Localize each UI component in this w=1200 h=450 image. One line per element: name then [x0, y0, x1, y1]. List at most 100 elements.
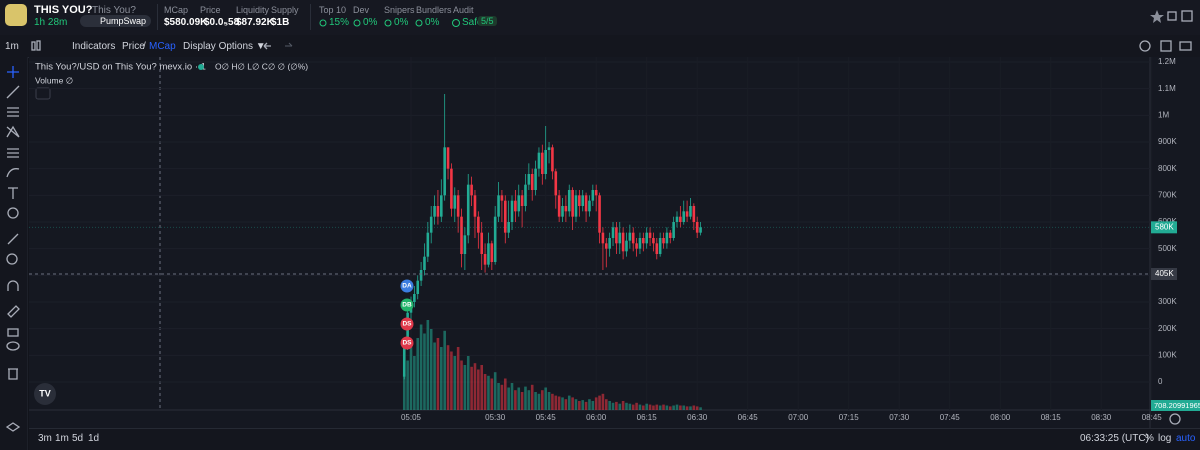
- tv-logo[interactable]: [34, 383, 56, 405]
- candle-body: [544, 150, 547, 174]
- volume-bar: [618, 403, 622, 410]
- volume-bar: [429, 329, 433, 410]
- range-button[interactable]: 1m: [55, 433, 69, 444]
- tv-logo-text: TV: [39, 388, 51, 398]
- y-tick-label: 100K: [1158, 350, 1177, 359]
- icon[interactable]: [31, 41, 36, 51]
- x-tick-label: 06:30: [687, 413, 708, 422]
- stat-label: Liquidity: [236, 5, 270, 15]
- trash-tool[interactable]: [8, 368, 18, 380]
- range-button[interactable]: 1d: [88, 433, 100, 444]
- measure-tool[interactable]: [7, 148, 19, 158]
- lock-draw-tool[interactable]: [7, 305, 20, 318]
- collapse-button[interactable]: [35, 87, 51, 100]
- volume-bar: [423, 333, 426, 410]
- toolbar-bg: [0, 57, 28, 450]
- volume-bar: [520, 392, 524, 410]
- percent-toggle[interactable]: %: [1145, 433, 1154, 444]
- undo-icon[interactable]: [263, 42, 271, 50]
- redo-icon[interactable]: [285, 42, 293, 47]
- ruler-tool[interactable]: [7, 233, 19, 245]
- magnet-tool[interactable]: [7, 280, 19, 291]
- candle-body: [463, 235, 467, 254]
- candle-body: [608, 238, 611, 249]
- volume-bar: [537, 393, 541, 410]
- separator: /: [143, 41, 146, 52]
- candle-body: [530, 174, 534, 190]
- volume-bar: [685, 406, 689, 410]
- range-button[interactable]: 5d: [72, 433, 84, 444]
- icon[interactable]: [1179, 41, 1192, 51]
- header-actions[interactable]: [1150, 8, 1195, 24]
- last-price-label: 580K: [1155, 222, 1174, 231]
- cross-tool[interactable]: [7, 66, 19, 78]
- volume-bar: [699, 407, 702, 410]
- candle-body: [514, 200, 517, 212]
- candle-body: [578, 195, 581, 206]
- icon: [319, 19, 327, 27]
- audit-label: Top 10: [319, 5, 347, 15]
- pattern-tool[interactable]: [6, 125, 20, 138]
- candle-body: [648, 232, 652, 238]
- icon[interactable]: [1160, 40, 1172, 52]
- y-tick-label: 700K: [1158, 190, 1177, 199]
- fib-tool[interactable]: [7, 107, 19, 117]
- volume-bar: [416, 338, 420, 410]
- layers-tool[interactable]: [5, 422, 21, 432]
- auto-toggle[interactable]: auto: [1176, 433, 1196, 444]
- trade-marker: [400, 336, 414, 350]
- volume-bar: [534, 392, 537, 410]
- candle-body: [483, 254, 487, 265]
- interval-button[interactable]: 1m: [5, 41, 19, 52]
- volume-bar: [433, 342, 436, 410]
- volume-label: 708.20991965: [1154, 401, 1200, 410]
- volume-bar: [517, 387, 521, 410]
- mcap-toggle[interactable]: MCap: [149, 41, 176, 52]
- price-toggle[interactable]: Price: [122, 41, 145, 52]
- chart-type-icon[interactable]: [28, 38, 58, 54]
- candle-body: [510, 200, 514, 222]
- range-button[interactable]: 3m: [38, 433, 52, 444]
- header-icons: [319, 19, 460, 27]
- volume-bar: [551, 393, 554, 410]
- volume-bar: [594, 397, 598, 410]
- emoji-tool[interactable]: [7, 207, 19, 219]
- candle-body: [446, 147, 450, 169]
- crosshair-label: 405K: [1155, 269, 1174, 278]
- icon[interactable]: [1181, 10, 1193, 22]
- star-icon[interactable]: [1150, 10, 1164, 23]
- volume-bar: [631, 404, 635, 410]
- dex-pill[interactable]: PumpSwap: [80, 15, 152, 27]
- brush-tool[interactable]: [6, 168, 20, 178]
- volume-bar: [440, 347, 443, 410]
- volume-bar: [497, 383, 500, 410]
- volume-bar: [436, 338, 440, 410]
- zoom-tool[interactable]: [6, 253, 18, 265]
- candle-body: [685, 211, 689, 217]
- line-tool[interactable]: [6, 85, 20, 99]
- volume-bar: [591, 401, 595, 410]
- candle-body: [699, 227, 702, 233]
- text-tool[interactable]: [8, 187, 18, 199]
- toolbar-right[interactable]: [1135, 38, 1195, 54]
- eye-tool[interactable]: [6, 341, 20, 351]
- undo-redo[interactable]: [258, 38, 298, 54]
- log-toggle[interactable]: log: [1158, 433, 1172, 444]
- lock-tool[interactable]: [7, 328, 19, 337]
- candle-body: [527, 174, 531, 185]
- display-options[interactable]: Display Options ▼: [183, 41, 266, 52]
- icon[interactable]: [1139, 40, 1151, 52]
- volume-bar: [652, 405, 655, 410]
- stat-value: $0.0₅58: [204, 17, 240, 28]
- x-tick-label: 08:15: [1041, 413, 1062, 422]
- candle-body: [537, 152, 541, 169]
- candle-body: [625, 240, 628, 252]
- icon: [452, 19, 460, 27]
- icon[interactable]: [36, 40, 41, 51]
- volume-bar: [665, 405, 669, 410]
- settings-icon[interactable]: [1169, 413, 1181, 425]
- icon[interactable]: [1167, 11, 1177, 21]
- stat-value: $1B: [271, 17, 290, 28]
- indicators-button[interactable]: Indicators: [72, 41, 116, 52]
